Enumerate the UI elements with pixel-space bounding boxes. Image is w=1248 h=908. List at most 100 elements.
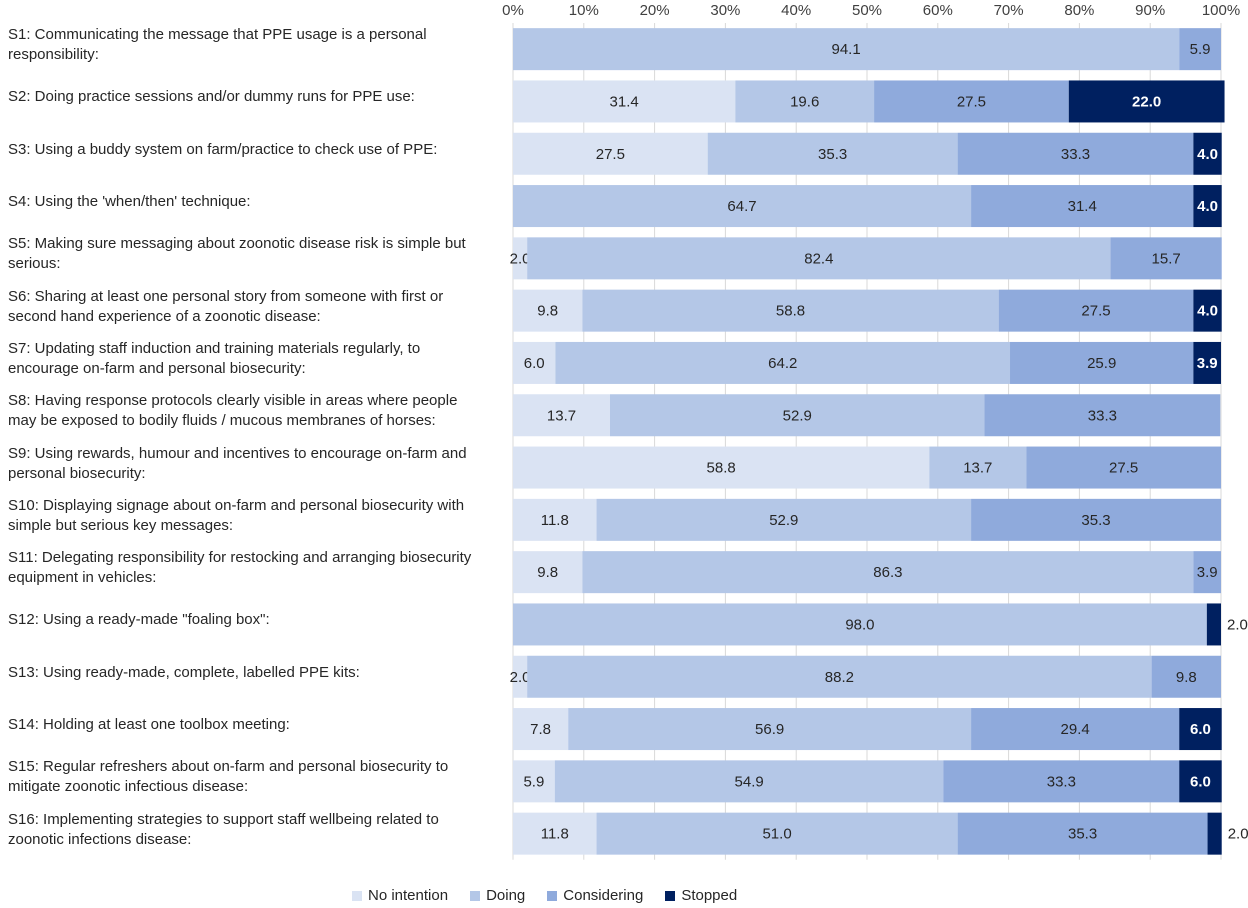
data-label: 2.0 xyxy=(1227,616,1248,633)
legend-label: Considering xyxy=(563,887,644,904)
legend-item: Doing xyxy=(470,887,525,904)
bar-stopped xyxy=(1179,708,1222,751)
bar-doing xyxy=(513,603,1207,646)
bar-no-intention xyxy=(513,760,555,803)
data-label: 94.1 xyxy=(832,41,861,58)
data-label: 52.9 xyxy=(769,512,798,529)
bar-considering xyxy=(1026,446,1221,489)
x-tick-label: 80% xyxy=(1064,2,1094,19)
bar-doing xyxy=(513,28,1180,71)
legend-label: No intention xyxy=(368,887,449,904)
bar-doing xyxy=(568,708,972,751)
data-label: 2.0 xyxy=(1228,826,1248,843)
bar-doing xyxy=(554,760,944,803)
data-label: 7.8 xyxy=(530,721,551,738)
category-label: S13: Using ready-made, complete, labelle… xyxy=(8,663,360,681)
x-tick-label: 20% xyxy=(640,2,670,19)
x-tick-label: 30% xyxy=(710,2,740,19)
bar-no-intention xyxy=(513,132,708,175)
data-label: 58.8 xyxy=(707,460,736,477)
data-label: 4.0 xyxy=(1197,303,1218,320)
data-label: 27.5 xyxy=(957,93,986,110)
data-label: 58.8 xyxy=(776,303,805,320)
bar-no-intention xyxy=(513,812,597,855)
data-label: 9.8 xyxy=(1176,669,1197,686)
category-label: S3: Using a buddy system on farm/practic… xyxy=(8,140,438,158)
data-label: 33.3 xyxy=(1088,407,1117,424)
data-label: 35.3 xyxy=(818,146,847,163)
data-label: 33.3 xyxy=(1047,773,1076,790)
bar-no-intention xyxy=(513,708,569,751)
bar-stopped xyxy=(1179,760,1222,803)
x-tick-label: 100% xyxy=(1202,2,1240,19)
bar-no-intention xyxy=(513,551,583,594)
bar-doing xyxy=(735,80,875,123)
category-label: S7: Updating staff induction and trainin… xyxy=(8,339,421,377)
data-label: 2.0 xyxy=(510,669,531,686)
data-label: 9.8 xyxy=(537,303,558,320)
bar-no-intention xyxy=(513,80,736,123)
data-label: 64.2 xyxy=(768,355,797,372)
data-label: 6.0 xyxy=(524,355,545,372)
category-label: S4: Using the 'when/then' technique: xyxy=(8,193,251,211)
data-label: 27.5 xyxy=(1081,303,1110,320)
bar-doing xyxy=(609,394,985,437)
bar-considering xyxy=(943,760,1180,803)
x-tick-label: 70% xyxy=(994,2,1024,19)
category-label: S8: Having response protocols clearly vi… xyxy=(8,392,458,430)
bar-doing xyxy=(596,812,958,855)
legend-item: Stopped xyxy=(665,887,737,904)
data-label: 86.3 xyxy=(873,564,902,581)
data-label: 33.3 xyxy=(1061,146,1090,163)
bar-no-intention xyxy=(513,237,528,280)
data-label: 6.0 xyxy=(1190,773,1211,790)
legend-label: Stopped xyxy=(681,887,738,904)
bar-doing xyxy=(555,341,1011,384)
data-label: 88.2 xyxy=(825,669,854,686)
x-tick-label: 90% xyxy=(1135,2,1165,19)
data-label: 35.3 xyxy=(1068,826,1097,843)
data-label: 5.9 xyxy=(1190,41,1211,58)
bar-considering xyxy=(971,498,1221,541)
data-label: 3.9 xyxy=(1197,355,1218,372)
data-label: 82.4 xyxy=(804,250,833,267)
data-label: 27.5 xyxy=(596,146,625,163)
bar-considering xyxy=(971,708,1180,751)
bar-doing xyxy=(707,132,958,175)
bar-considering xyxy=(1151,655,1221,698)
bar-considering xyxy=(874,80,1069,123)
stacked-bar-chart: 0% 10% 20% 30% 40% 50% 60% 70% 80% 90% 100% 94.1 5.9… xyxy=(502,2,1248,860)
data-label: 52.9 xyxy=(783,407,812,424)
category-label: S5: Making sure messaging about zoonotic… xyxy=(8,235,466,273)
data-label: 3.9 xyxy=(1197,564,1218,581)
data-label: 56.9 xyxy=(755,721,784,738)
data-label: 11.8 xyxy=(541,826,569,843)
data-label: 13.7 xyxy=(963,460,992,477)
legend-swatch xyxy=(352,890,362,901)
data-label: 29.4 xyxy=(1061,721,1090,738)
bar-stopped xyxy=(1206,603,1221,646)
bar-considering xyxy=(971,185,1194,228)
legend-swatch xyxy=(665,890,676,901)
data-label: 35.3 xyxy=(1081,512,1110,529)
category-label: S1: Communicating the message that PPE u… xyxy=(8,26,427,64)
bar-considering xyxy=(1193,551,1221,594)
bar-stopped xyxy=(1068,80,1225,123)
data-label: 98.0 xyxy=(845,616,874,633)
x-tick-label: 40% xyxy=(781,2,811,19)
data-label: 5.9 xyxy=(523,773,544,790)
legend-item: Considering xyxy=(547,887,643,904)
bar-doing xyxy=(596,498,972,541)
legend-label: Doing xyxy=(486,887,526,904)
data-label: 4.0 xyxy=(1197,198,1218,215)
data-label: 54.9 xyxy=(735,773,764,790)
bar-stopped xyxy=(1193,341,1221,384)
data-label: 22.0 xyxy=(1132,93,1161,110)
category-label: S11: Delegating responsibility for resto… xyxy=(8,549,472,587)
data-label: 64.7 xyxy=(727,198,756,215)
bar-considering xyxy=(998,289,1194,332)
x-tick-label: 60% xyxy=(923,2,953,19)
bar-no-intention xyxy=(513,341,556,384)
bar-doing xyxy=(527,237,1111,280)
category-label: S12: Using a ready-made "foaling box": xyxy=(8,611,270,629)
